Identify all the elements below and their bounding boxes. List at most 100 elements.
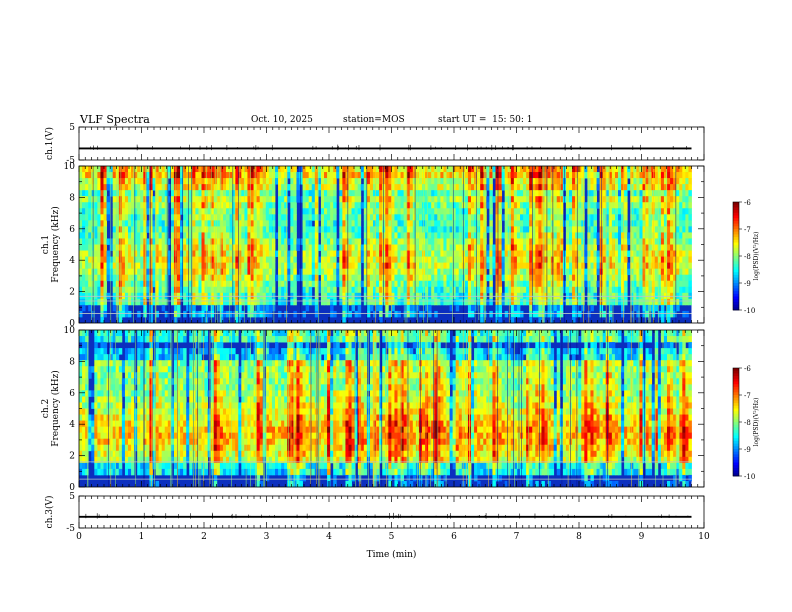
spectrogram-cell (192, 226, 196, 233)
spectrogram-cell (369, 208, 374, 215)
spectrogram-cell (354, 166, 359, 173)
spectrogram-cell (265, 286, 270, 294)
spectrogram-cell (235, 208, 239, 215)
spectrogram-cell (333, 208, 337, 215)
spectrogram-cell (520, 184, 524, 191)
spectrogram-cell (88, 304, 92, 312)
spectrogram-cell (682, 202, 686, 209)
spectrogram-cell (663, 202, 668, 209)
spectrogram-cell (581, 202, 585, 209)
spectrogram-cell (565, 274, 570, 282)
spectrogram-cell (611, 166, 616, 173)
spectrogram-cell (161, 262, 166, 270)
spectrogram-cell (663, 196, 668, 203)
spectrogram-cell (265, 310, 270, 318)
spectrogram-cell (94, 256, 98, 264)
spectrogram-cell (219, 184, 224, 191)
spectrogram-cell (137, 178, 141, 185)
spectrogram-cell (109, 166, 114, 173)
spectrogram-cell (394, 238, 398, 245)
spectrogram-cell (137, 262, 141, 270)
spectrogram-cell (526, 274, 530, 282)
spectrogram-cell (400, 244, 405, 251)
spectrogram-cell (495, 220, 499, 227)
spectrogram-cell (553, 190, 558, 197)
spectrogram-cell (268, 304, 273, 312)
spectrogram-cell (639, 286, 643, 294)
spectrogram-cell (207, 214, 212, 221)
spectrogram-cell (391, 226, 395, 233)
spectrogram-cell (229, 310, 233, 318)
spectrogram-cell (403, 310, 408, 318)
spectrogram-cell (633, 274, 637, 282)
spectrogram-cell (440, 226, 444, 233)
spectrogram-cell (529, 166, 533, 173)
spectrogram-cell (302, 178, 307, 185)
spectrogram-cell (406, 166, 411, 173)
spectrogram-cell (121, 178, 126, 185)
spectrogram-cell (406, 268, 411, 276)
spectrogram-cell (645, 250, 650, 257)
spectrogram-cell (642, 226, 646, 233)
spectrogram-cell (452, 190, 457, 197)
spectrogram-cell (97, 178, 101, 185)
spectrogram-cell (535, 262, 539, 270)
spectrogram-cell (134, 268, 138, 276)
spectrogram-cell (673, 172, 677, 179)
spectrogram-cell (327, 280, 331, 288)
spectrogram-cell (547, 310, 552, 318)
spectrogram-cell (621, 310, 625, 318)
spectrogram-cell (660, 244, 665, 251)
spectrogram-cell (624, 172, 628, 179)
spectrogram-cell (100, 304, 104, 312)
spectrogram-cell (495, 268, 499, 276)
spectrogram-cell (152, 262, 156, 270)
spectrogram-cell (351, 220, 356, 227)
spectrogram-cell (244, 172, 248, 179)
spectrogram-cell (642, 250, 646, 257)
spectrogram-cell (382, 226, 386, 233)
spectrogram-cell (538, 310, 542, 318)
spectrogram-cell (146, 202, 150, 209)
spectrogram-cell (458, 262, 463, 270)
spectrogram-cell (593, 190, 597, 197)
spectrogram-cell (100, 316, 104, 324)
spectrogram-cell (164, 274, 169, 282)
spectrogram-cell (425, 196, 429, 203)
spectrogram-cell (94, 298, 98, 306)
spectrogram-cell (391, 196, 395, 203)
spectrogram-cell (265, 232, 270, 239)
spectrogram-cell (124, 262, 129, 270)
spectrogram-cell (112, 232, 117, 239)
spectrogram-cell (483, 232, 487, 239)
spectrogram-cell (667, 274, 671, 282)
spectrogram-cell (434, 196, 438, 203)
spectrogram-cell (575, 310, 579, 318)
spectrogram-cell (667, 208, 671, 215)
spectrogram-cell (400, 286, 405, 294)
spectrogram-cell (268, 220, 273, 227)
spectrogram-cell (455, 280, 460, 288)
spectrogram-cell (614, 268, 619, 276)
spectrogram-cell (440, 220, 444, 227)
spectrogram-cell (673, 226, 677, 233)
spectrogram-cell (593, 280, 597, 288)
spectrogram-cell (216, 244, 221, 251)
spectrogram-cell (559, 286, 564, 294)
spectrogram-cell (128, 172, 132, 179)
spectrogram-cell (118, 226, 123, 233)
spectrogram-cell (250, 232, 254, 239)
spectrogram-cell (180, 256, 184, 264)
spectrogram-cell (161, 280, 166, 288)
spectrogram-cell (388, 166, 392, 173)
spectrogram-cell (324, 286, 328, 294)
spectrogram-cell (621, 196, 625, 203)
spectrogram-cell (452, 172, 457, 179)
spectrogram-cell (198, 208, 202, 215)
spectrogram-cell (418, 214, 423, 221)
spectrogram-cell (670, 232, 674, 239)
spectrogram-cell (415, 202, 420, 209)
spectrogram-cell (140, 178, 144, 185)
spectrogram-cell (207, 238, 212, 245)
spectrogram-cell (458, 298, 463, 306)
